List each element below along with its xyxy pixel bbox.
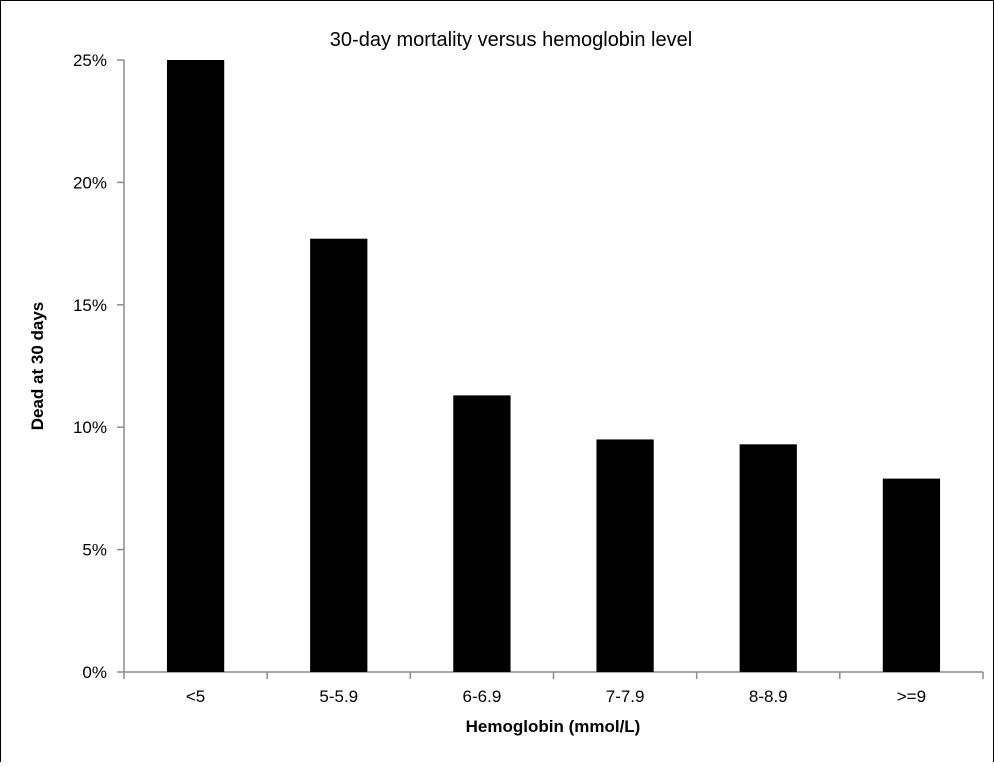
y-tick-label: 15% (73, 296, 107, 315)
x-tick-label: <5 (186, 687, 205, 706)
x-tick-label: 5-5.9 (319, 687, 358, 706)
y-tick-label: 25% (73, 51, 107, 70)
y-tick-label: 0% (82, 663, 107, 682)
x-tick-label: 7-7.9 (606, 687, 645, 706)
x-tick-label: 8-8.9 (749, 687, 788, 706)
bar (310, 238, 368, 673)
x-tick-label: 6-6.9 (463, 687, 502, 706)
x-axis-label: Hemoglobin (mmol/L) (466, 717, 641, 736)
plot-area: 0% 5% 10% 15% 20% 25% <5 5-5.9 6-6.9 7-7.9 8-8.9 >=… (73, 51, 984, 706)
frame-border-top (0, 0, 994, 1)
bar (882, 478, 941, 672)
y-tick-label: 20% (73, 173, 107, 192)
y-tick-label: 10% (73, 418, 107, 437)
bar (739, 444, 797, 672)
x-tick-label: >=9 (897, 687, 926, 706)
bar (166, 60, 225, 672)
bar (453, 395, 511, 672)
chart-title: 30-day mortality versus hemoglobin level (330, 29, 692, 51)
frame-border-left (0, 0, 1, 762)
y-axis-label: Dead at 30 days (28, 302, 47, 431)
bar (596, 439, 654, 672)
y-tick-label: 5% (82, 541, 107, 560)
